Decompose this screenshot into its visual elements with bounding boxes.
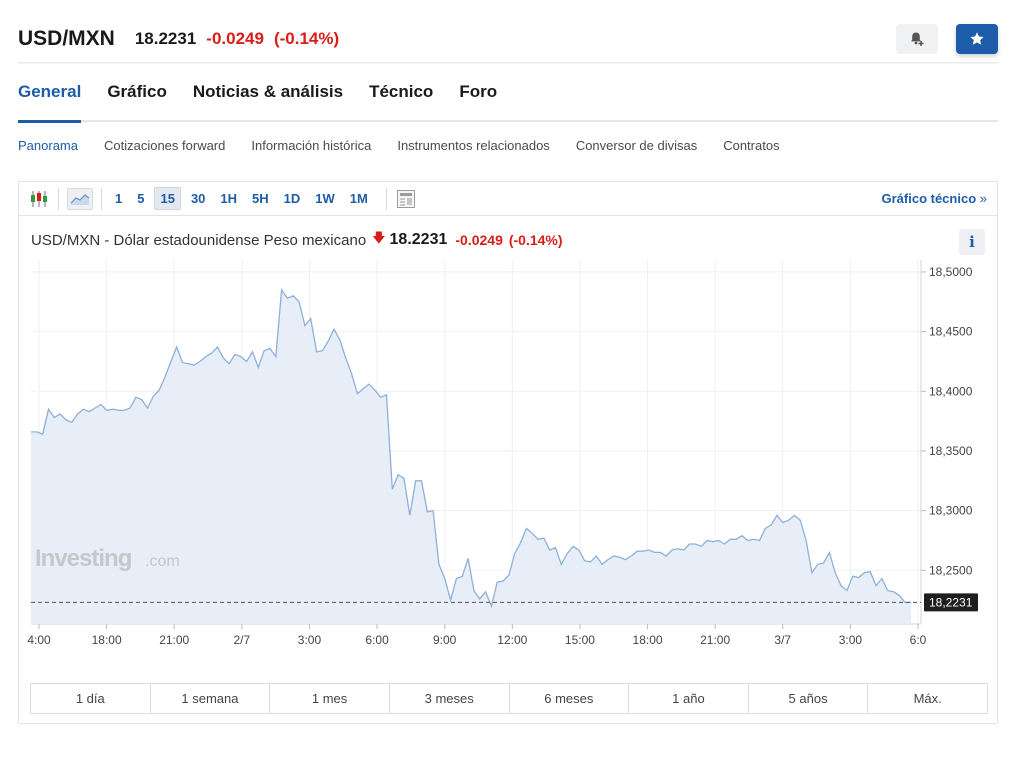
x-tick-label: 4:00 <box>27 633 51 647</box>
quote-header: USD/MXN 18.2231 -0.0249 (-0.14%) <box>18 16 998 62</box>
interval-1w[interactable]: 1W <box>315 191 335 206</box>
chart-change-percent: (-0.14%) <box>508 232 563 248</box>
range-1-mes[interactable]: 1 mes <box>270 684 390 713</box>
bell-plus-icon <box>911 32 924 46</box>
interval-30[interactable]: 30 <box>190 191 206 206</box>
subtab-contratos[interactable]: Contratos <box>723 138 780 153</box>
interval-1d[interactable]: 1D <box>283 191 301 206</box>
subtab-cotizaciones-forward[interactable]: Cotizaciones forward <box>103 138 226 153</box>
y-tick-label: 18,2500 <box>929 563 973 577</box>
chevron-right-icon: » <box>979 191 987 206</box>
x-tick-label: 21:00 <box>159 633 189 647</box>
investing-watermark: Investing <box>35 545 132 572</box>
header-divider <box>18 62 998 64</box>
chart-title: USD/MXN - Dólar estadounidense Peso mexi… <box>31 229 563 251</box>
chart-toolbar: 1 5 15 30 1H 5H 1D 1W 1M Gráfico técnico… <box>19 182 997 216</box>
interval-15[interactable]: 15 <box>154 187 181 210</box>
tab-tecnico[interactable]: Técnico <box>369 82 434 101</box>
tab-general[interactable]: General <box>18 69 82 123</box>
x-tick-label: 6:0 <box>910 633 927 647</box>
header-actions <box>896 24 998 54</box>
range-3-meses[interactable]: 3 meses <box>390 684 510 713</box>
last-price-badge <box>924 593 978 612</box>
y-tick-label: 18,3500 <box>929 444 973 458</box>
investing-watermark-suffix: .com <box>145 553 180 570</box>
candlestick-chart-icon[interactable] <box>28 188 50 210</box>
last-price-label: 18,2231 <box>929 595 973 609</box>
tab-noticias-analisis[interactable]: Noticias & análisis <box>192 82 344 101</box>
range-max[interactable]: Máx. <box>913 691 942 706</box>
chart-price: 18.2231 <box>389 231 448 248</box>
area-chart-icon[interactable] <box>67 187 93 210</box>
pair-title: USD/MXN <box>18 27 115 50</box>
x-tick-label: 15:00 <box>565 633 595 647</box>
interval-5[interactable]: 5 <box>137 191 145 206</box>
y-tick-label: 18,5000 <box>929 265 973 279</box>
technical-chart-link[interactable]: Gráfico técnico » <box>882 191 988 206</box>
info-icon[interactable]: i <box>959 229 985 255</box>
news-overlay-icon[interactable] <box>395 188 417 210</box>
x-tick-label: 6:00 <box>365 633 389 647</box>
price-change-percent: (-0.14%) <box>273 29 340 48</box>
interval-1h[interactable]: 1H <box>220 191 238 206</box>
tab-grafico[interactable]: Gráfico <box>107 82 167 101</box>
chart-title-text: USD/MXN - Dólar estadounidense Peso mexi… <box>31 231 367 249</box>
x-tick-label: 3/7 <box>774 633 791 647</box>
x-tick-label: 9:00 <box>433 633 457 647</box>
range-5-anos[interactable]: 5 años <box>749 684 869 713</box>
y-tick-label: 18,4000 <box>929 384 973 398</box>
toolbar-divider <box>101 187 102 210</box>
y-tick-label: 18,4500 <box>929 325 973 339</box>
range-1-dia[interactable]: 1 día <box>31 684 151 713</box>
tab-foro[interactable]: Foro <box>459 82 498 101</box>
down-arrow-icon: 🡇 <box>372 230 386 245</box>
range-1-ano[interactable]: 1 año <box>629 684 749 713</box>
toolbar-divider <box>385 187 387 210</box>
subtab-conversor-divisas[interactable]: Conversor de divisas <box>575 138 698 153</box>
range-6-meses[interactable]: 6 meses <box>510 684 630 713</box>
chart-widget: 1 5 15 30 1H 5H 1D 1W 1M Gráfico técnico… <box>18 181 998 724</box>
interval-5h[interactable]: 5H <box>252 191 269 206</box>
star-icon <box>970 32 984 45</box>
x-tick-label: 21:00 <box>700 633 730 647</box>
main-tabs: General Gráfico Noticias & análisis Técn… <box>18 69 998 123</box>
x-tick-label: 18:00 <box>633 633 663 647</box>
series-area <box>31 289 911 624</box>
x-tick-label: 12:00 <box>497 633 527 647</box>
toolbar-divider <box>58 187 59 210</box>
y-tick-label: 18,3000 <box>929 504 973 518</box>
x-tick-label: 18:00 <box>92 633 122 647</box>
subtab-instrumentos-relacionados[interactable]: Instrumentos relacionados <box>397 138 550 153</box>
sub-tabs: Panorama Cotizaciones forward Informació… <box>18 138 806 153</box>
x-tick-label: 3:00 <box>839 633 863 647</box>
price-change: -0.0249 <box>206 29 264 48</box>
chart-change: -0.0249 <box>455 232 503 248</box>
subtab-informacion-historica[interactable]: Información histórica <box>251 138 372 153</box>
x-tick-label: 3:00 <box>298 633 322 647</box>
subtab-panorama[interactable]: Panorama <box>18 138 78 153</box>
price-area-chart: 18,5000 18,4500 18,4000 18,3500 18,3000 18,25… <box>27 260 978 647</box>
range-1-semana[interactable]: 1 semana <box>151 684 271 713</box>
add-to-watchlist-button[interactable] <box>956 24 998 54</box>
range-selector: 1 día 1 semana 1 mes 3 meses 6 meses 1 a… <box>30 683 988 714</box>
interval-1[interactable]: 1 <box>115 191 123 206</box>
series-line <box>31 287 912 609</box>
x-tick-label: 2/7 <box>234 633 251 647</box>
last-price: 18.2231 <box>134 29 197 48</box>
interval-1m[interactable]: 1M <box>349 191 368 206</box>
technical-chart-label: Gráfico técnico <box>881 191 977 206</box>
create-alert-button[interactable] <box>896 24 938 54</box>
